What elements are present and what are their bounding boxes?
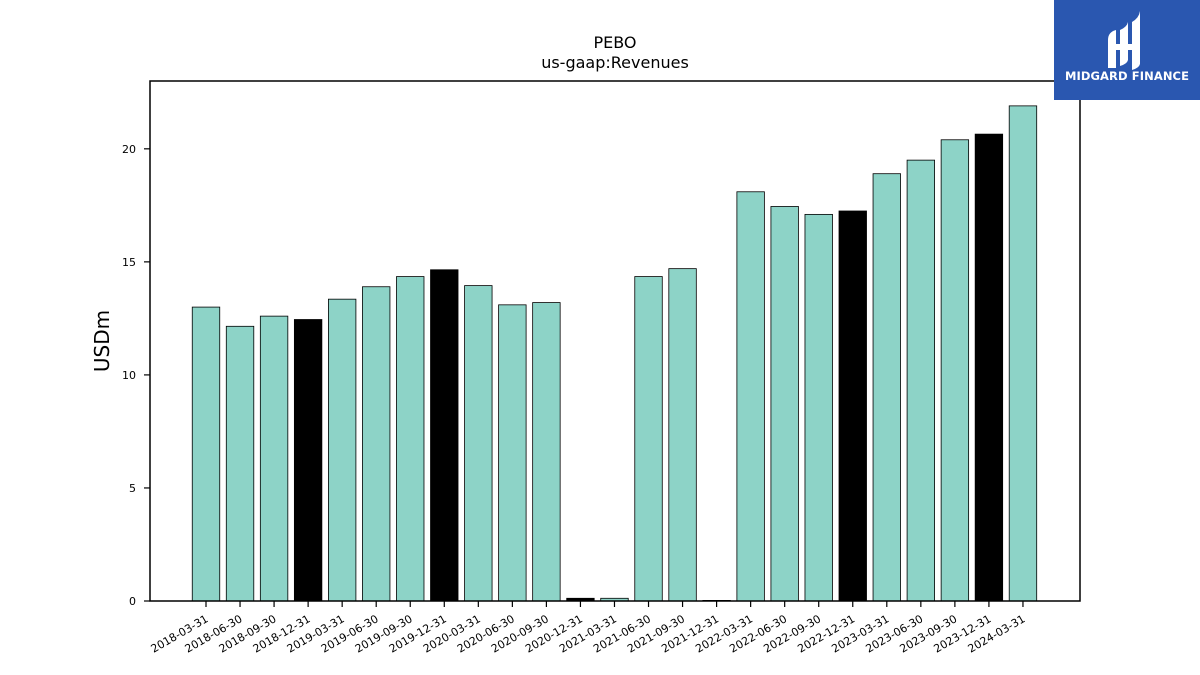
bar-2022-09-30 xyxy=(804,213,833,602)
logo-text: MIDGARD FINANCE xyxy=(1064,69,1190,83)
bar-2023-06-30 xyxy=(906,159,935,602)
y-tick-label: 10 xyxy=(122,369,136,382)
bar-2021-09-30 xyxy=(668,268,697,602)
bar-2020-09-30 xyxy=(532,302,561,602)
bar-2019-12-31 xyxy=(430,269,459,602)
bar-2023-12-31 xyxy=(974,133,1004,602)
bar-2018-09-30 xyxy=(259,315,289,602)
bar-2018-03-31 xyxy=(191,306,221,602)
bar-2019-06-30 xyxy=(362,286,391,602)
midgard-finance-logo: MIDGARD FINANCE xyxy=(1054,0,1200,100)
bar-2020-06-30 xyxy=(498,304,527,602)
midgard-finance-logo-icon xyxy=(1108,11,1140,70)
plot-frame xyxy=(149,80,1081,602)
x-axis: 2018-03-312018-06-302018-09-302018-12-31… xyxy=(149,601,1027,656)
chart-title: PEBO xyxy=(593,33,636,52)
bar-2022-06-30 xyxy=(770,206,799,602)
bar-2024-03-31 xyxy=(1008,105,1038,602)
chart-subtitle: us-gaap:Revenues xyxy=(541,53,689,72)
bar-2023-09-30 xyxy=(940,139,970,602)
bar-2023-03-31 xyxy=(872,173,901,602)
bars-group xyxy=(191,105,1038,602)
bar-2021-06-30 xyxy=(634,276,663,602)
bar-2020-03-31 xyxy=(464,285,493,602)
bar-2022-12-31 xyxy=(838,210,867,602)
y-axis-label: USDm xyxy=(90,310,114,372)
bar-2018-12-31 xyxy=(293,319,323,602)
y-tick-label: 20 xyxy=(122,143,136,156)
y-tick-label: 5 xyxy=(129,482,136,495)
y-tick-label: 15 xyxy=(122,256,136,269)
bar-2022-03-31 xyxy=(736,191,765,602)
bar-2019-09-30 xyxy=(396,276,425,602)
y-tick-label: 0 xyxy=(129,595,136,608)
bar-2018-06-30 xyxy=(225,325,255,602)
bar-2019-03-31 xyxy=(328,298,357,602)
y-axis: 0 5 10 15 20 xyxy=(122,143,150,608)
